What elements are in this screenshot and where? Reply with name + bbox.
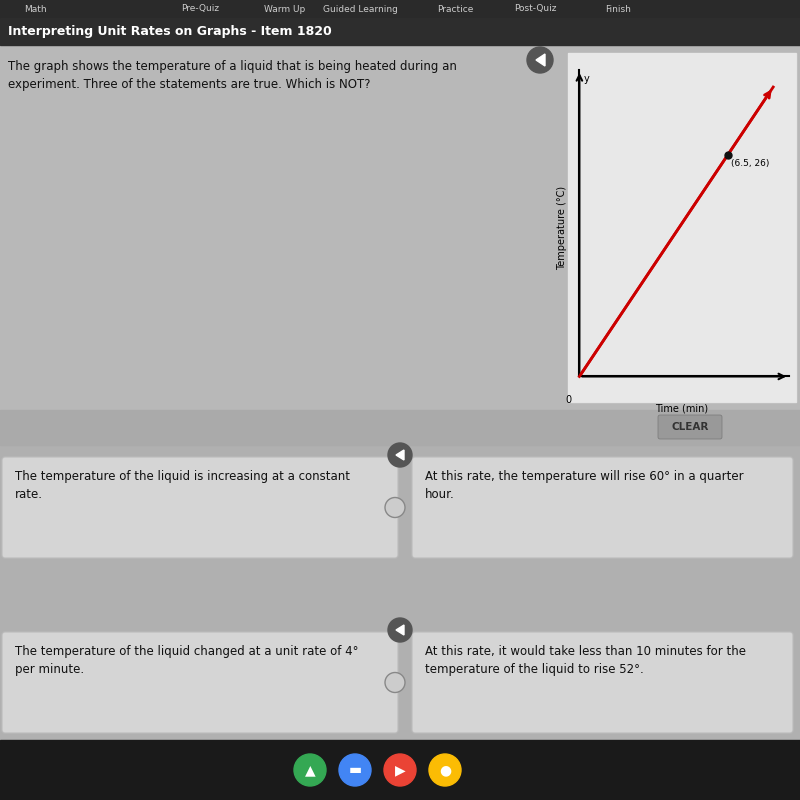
Circle shape xyxy=(388,618,412,642)
Text: y: y xyxy=(584,74,590,84)
Polygon shape xyxy=(396,450,404,460)
X-axis label: Time (min): Time (min) xyxy=(655,403,709,414)
Text: The graph shows the temperature of a liquid that is being heated during an
exper: The graph shows the temperature of a liq… xyxy=(8,60,457,91)
Bar xyxy=(0,740,800,800)
Bar xyxy=(0,0,800,18)
FancyBboxPatch shape xyxy=(412,457,793,558)
Bar xyxy=(0,45,800,410)
Text: ▬: ▬ xyxy=(349,763,362,777)
Circle shape xyxy=(388,443,412,467)
Text: Warm Up: Warm Up xyxy=(264,5,306,14)
Text: CLEAR: CLEAR xyxy=(671,422,709,432)
Text: ▶: ▶ xyxy=(394,763,406,777)
Circle shape xyxy=(527,47,553,73)
Text: Finish: Finish xyxy=(605,5,631,14)
Circle shape xyxy=(429,754,461,786)
Text: At this rate, it would take less than 10 minutes for the
temperature of the liqu: At this rate, it would take less than 10… xyxy=(425,645,746,676)
Text: (6.5, 26): (6.5, 26) xyxy=(731,159,770,169)
FancyBboxPatch shape xyxy=(658,415,722,439)
Text: The temperature of the liquid changed at a unit rate of 4°
per minute.: The temperature of the liquid changed at… xyxy=(15,645,358,676)
FancyBboxPatch shape xyxy=(2,457,398,558)
Bar xyxy=(0,445,800,740)
FancyBboxPatch shape xyxy=(2,632,398,733)
Text: At this rate, the temperature will rise 60° in a quarter
hour.: At this rate, the temperature will rise … xyxy=(425,470,744,501)
Text: ●: ● xyxy=(439,763,451,777)
Polygon shape xyxy=(396,625,404,635)
Text: 0: 0 xyxy=(566,395,571,405)
Text: The temperature of the liquid is increasing at a constant
rate.: The temperature of the liquid is increas… xyxy=(15,470,350,501)
Text: Interpreting Unit Rates on Graphs - Item 1820: Interpreting Unit Rates on Graphs - Item… xyxy=(8,25,332,38)
Circle shape xyxy=(294,754,326,786)
Text: Practice: Practice xyxy=(437,5,473,14)
Text: Math: Math xyxy=(24,5,46,14)
Circle shape xyxy=(339,754,371,786)
Bar xyxy=(568,53,796,402)
Circle shape xyxy=(384,754,416,786)
Text: Pre-Quiz: Pre-Quiz xyxy=(181,5,219,14)
Text: ▲: ▲ xyxy=(305,763,315,777)
Text: Post-Quiz: Post-Quiz xyxy=(514,5,556,14)
FancyBboxPatch shape xyxy=(412,632,793,733)
Bar xyxy=(0,410,800,445)
Y-axis label: Temperature (°C): Temperature (°C) xyxy=(557,186,566,270)
Circle shape xyxy=(385,673,405,693)
Bar xyxy=(0,18,800,45)
Text: Guided Learning: Guided Learning xyxy=(322,5,398,14)
Circle shape xyxy=(385,498,405,518)
Polygon shape xyxy=(536,54,545,66)
